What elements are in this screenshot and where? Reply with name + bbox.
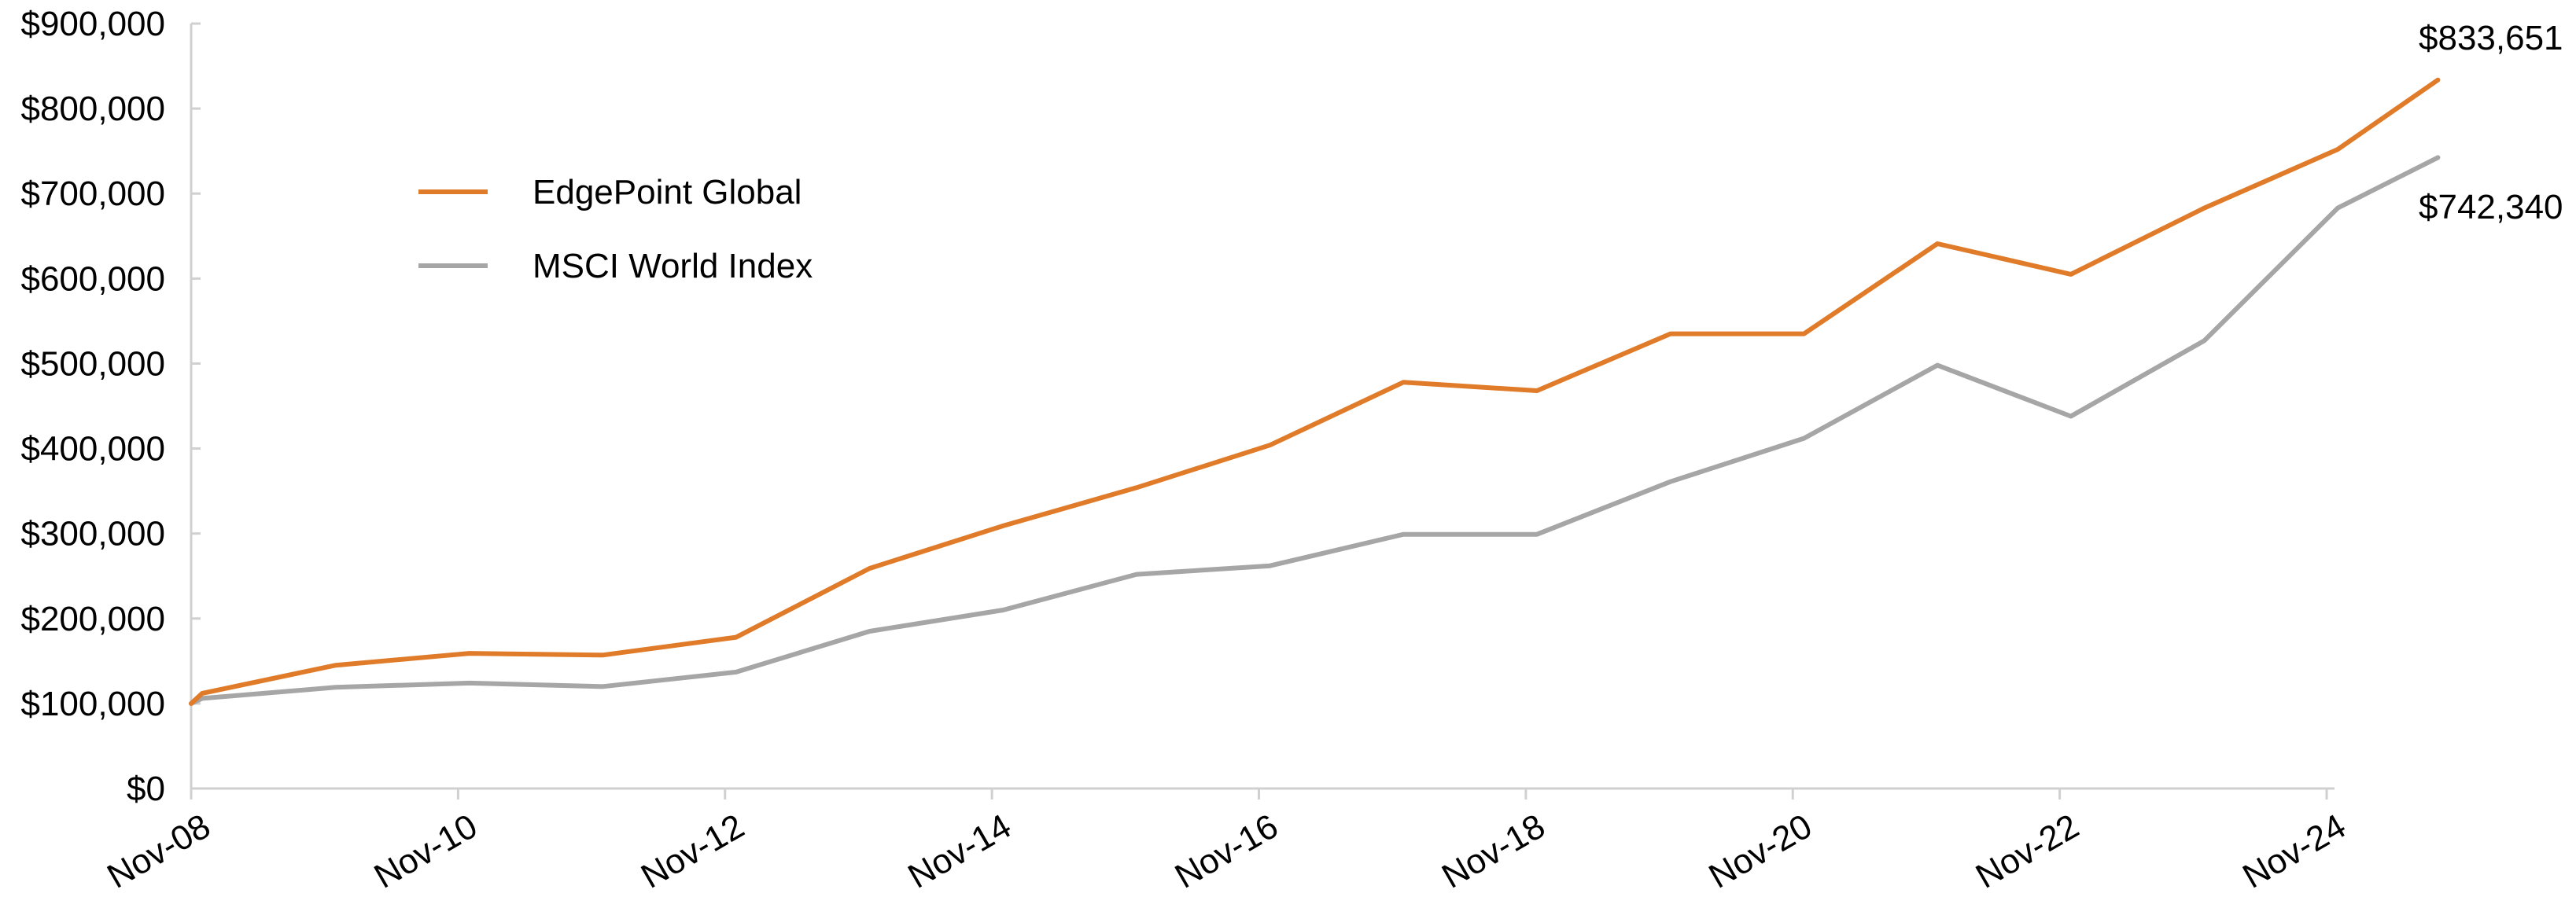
series-line-edgepoint-global: [189, 77, 2441, 706]
x-tick-label: Nov-08: [101, 807, 216, 895]
x-tick-label: Nov-24: [2236, 807, 2352, 895]
y-tick-label: $800,000: [20, 90, 165, 128]
y-tick-label: $200,000: [20, 600, 165, 638]
axes: [190, 24, 2335, 790]
x-tick-label: Nov-16: [1169, 807, 1284, 895]
series-lines: [189, 77, 2441, 706]
y-tick-label: $600,000: [20, 259, 165, 298]
x-axis-ticks: Nov-08 Nov-10 Nov-12 Nov-14 Nov-16 Nov-18 Nov-…: [101, 789, 2353, 896]
legend: EdgePoint Global MSCI World Index: [418, 173, 813, 285]
y-tick-label: $400,000: [20, 430, 165, 469]
y-tick-label: $700,000: [20, 175, 165, 213]
x-tick-label: Nov-20: [1703, 807, 1819, 895]
y-tick-label: $300,000: [20, 515, 165, 553]
x-tick-label: Nov-18: [1435, 807, 1551, 895]
legend-label: MSCI World Index: [533, 247, 813, 285]
legend-label: EdgePoint Global: [533, 173, 802, 211]
series-end-value-label: $742,340: [2419, 188, 2563, 226]
x-tick-label: Nov-10: [368, 807, 484, 895]
series-end-value-label: $833,651: [2419, 19, 2563, 57]
y-tick-label: $500,000: [20, 344, 165, 383]
y-tick-label: $0: [127, 770, 165, 808]
y-tick-label: $900,000: [20, 5, 165, 43]
series-line-msci-world-index: [189, 155, 2441, 706]
x-tick-label: Nov-14: [901, 807, 1017, 895]
x-tick-label: Nov-22: [1970, 807, 2085, 895]
end-labels: $833,651 $742,340: [2419, 19, 2563, 226]
y-tick-label: $100,000: [20, 685, 165, 723]
y-axis-ticks: $0 $100,000 $200,000 $300,000 $400,000 $500,0…: [20, 5, 201, 808]
x-tick-label: Nov-12: [635, 807, 750, 895]
